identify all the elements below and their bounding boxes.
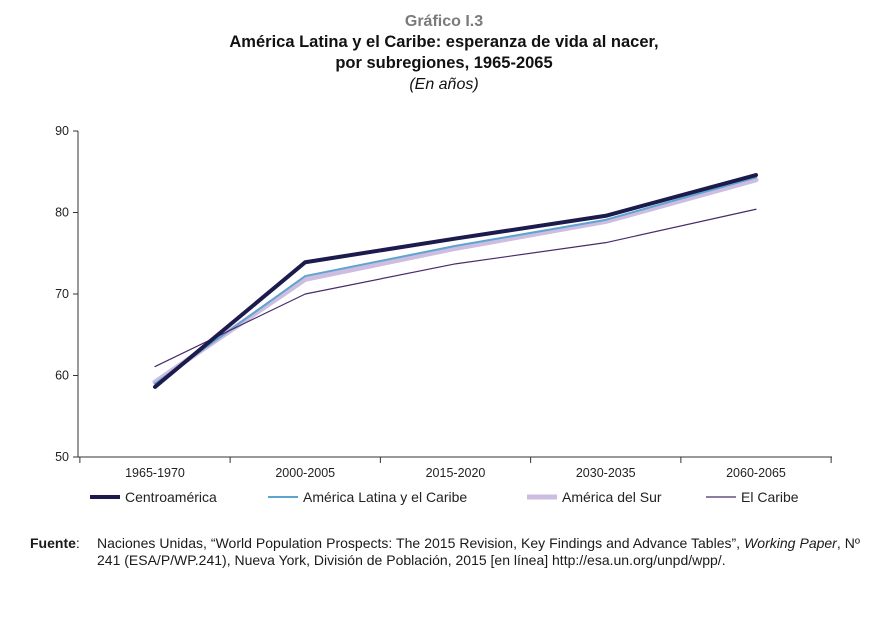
series-line-0 <box>153 173 758 389</box>
chart-series <box>152 173 759 389</box>
legend-label-2: América del Sur <box>562 489 662 505</box>
legend-label-1: América Latina y el Caribe <box>303 489 467 505</box>
series-line-1 <box>154 176 757 385</box>
chart-title-line-1: América Latina y el Caribe: esperanza de… <box>229 33 659 51</box>
x-tick-label: 1965-1970 <box>125 466 185 480</box>
source-text-part1: Naciones Unidas, “World Population Prosp… <box>97 535 741 551</box>
figure-label: Gráfico I.3 <box>404 13 484 30</box>
series-line-2 <box>152 177 759 385</box>
y-tick-label: 50 <box>55 450 69 464</box>
source-text-italic: Working Paper <box>744 535 837 551</box>
y-tick-label: 70 <box>55 287 69 301</box>
y-tick-label: 80 <box>55 206 69 220</box>
legend-label-3: El Caribe <box>741 489 799 505</box>
source-text-part2: , Nº 241 (ESA/P/WP.241), Nueva York, Div… <box>97 535 860 568</box>
source-note: Fuente: Naciones Unidas, “World Populati… <box>30 535 860 569</box>
chart-axes: 50 60 70 80 90 1965-1970 2000-2005 2015-2020 203… <box>55 124 832 480</box>
source-label: Fuente <box>30 535 76 551</box>
legend-label-0: Centroamérica <box>125 489 217 505</box>
chart-legend: Centroamérica América Latina y el Caribe A… <box>90 489 799 505</box>
x-tick-label: 2000-2005 <box>275 466 335 480</box>
source-text: Naciones Unidas, “World Population Prosp… <box>30 535 860 569</box>
chart-header: Gráfico I.3 América Latina y el Caribe: … <box>0 12 888 95</box>
x-tick-label: 2060-2065 <box>726 466 786 480</box>
x-tick-label: 2030-2035 <box>576 466 636 480</box>
source-separator: : <box>75 535 80 551</box>
x-tick-label: 2015-2020 <box>426 466 486 480</box>
y-tick-label: 60 <box>55 369 69 383</box>
chart-title-line-2: por subregiones, 1965-2065 <box>335 54 553 72</box>
y-tick-label: 90 <box>55 124 69 138</box>
chart-subtitle: (En años) <box>409 76 479 93</box>
series-line-3 <box>154 208 757 368</box>
